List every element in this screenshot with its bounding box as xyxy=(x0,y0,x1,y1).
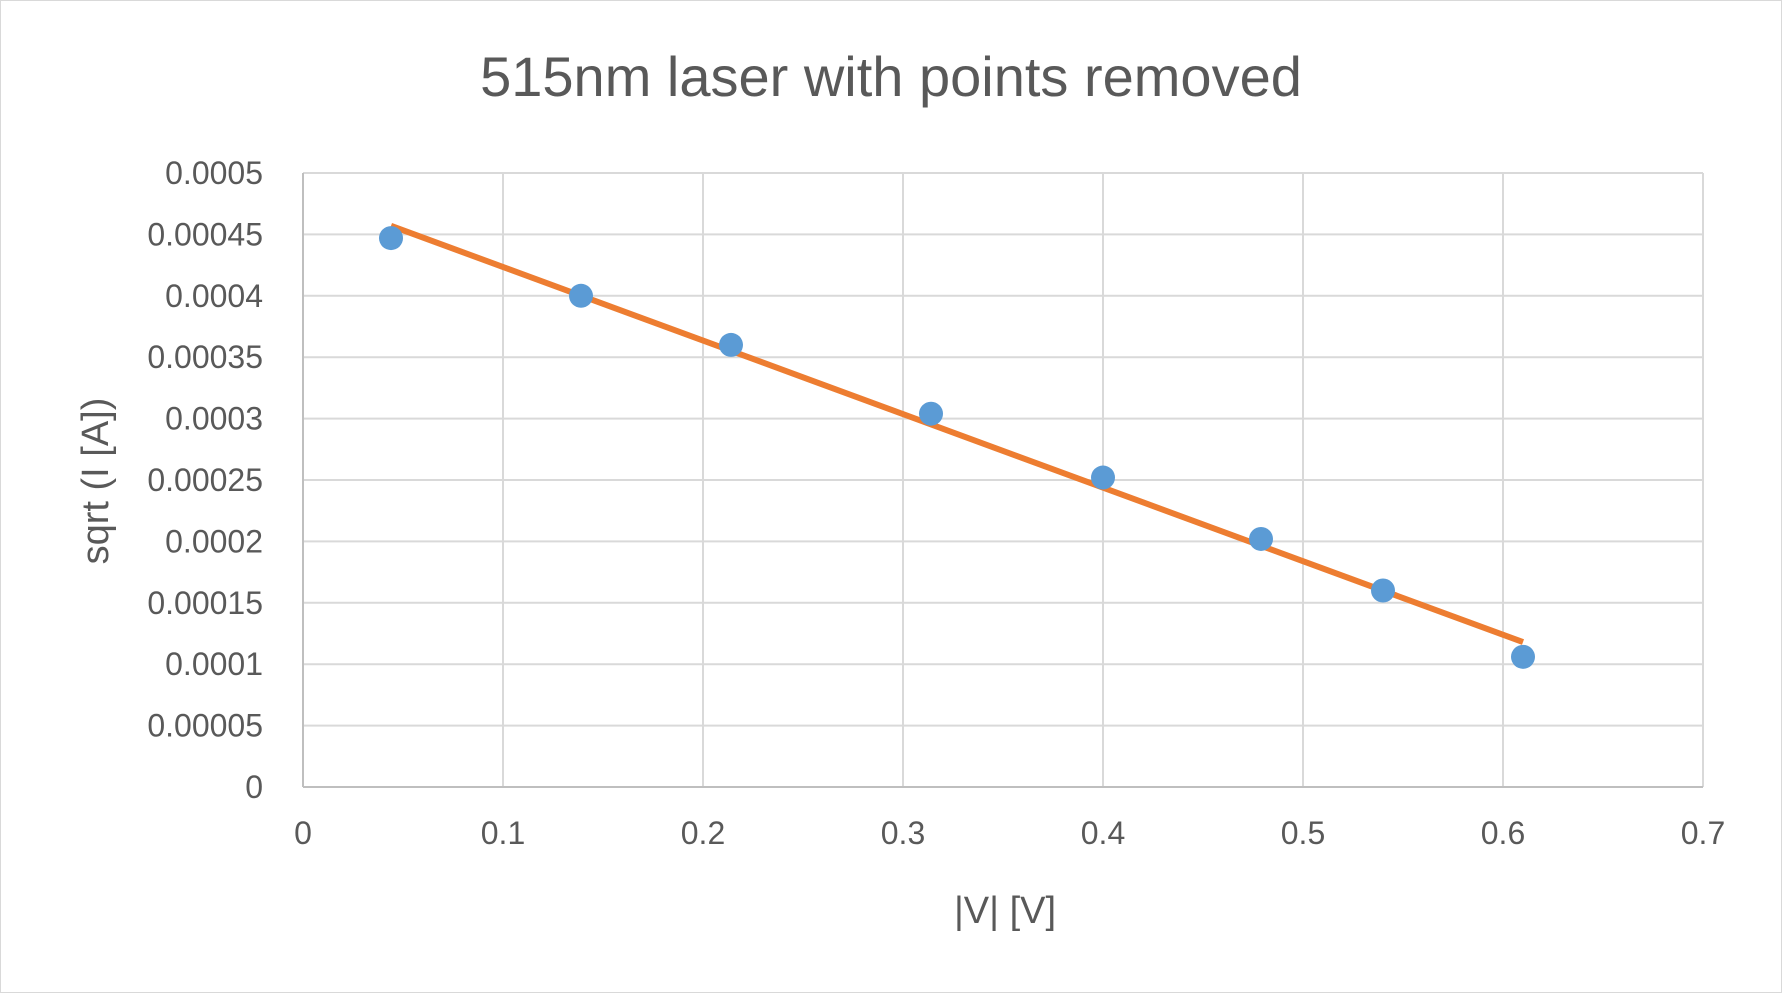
x-tick-label: 0.6 xyxy=(1481,815,1525,851)
data-point xyxy=(1091,465,1115,490)
data-point xyxy=(1371,578,1395,603)
y-tick-label: 0.0002 xyxy=(165,523,263,559)
tick-labels: 0 0.00005 0.0001 0.00015 0.0002 0.00025 0.0003… xyxy=(147,155,1725,851)
x-tick-label: 0.1 xyxy=(481,815,525,851)
x-tick-label: 0.5 xyxy=(1281,815,1325,851)
y-tick-label: 0.00025 xyxy=(147,462,263,498)
y-tick-label: 0.00035 xyxy=(147,339,263,375)
x-axis-title: |V| [V] xyxy=(954,890,1056,932)
y-tick-label: 0.0005 xyxy=(165,155,263,191)
x-tick-label: 0.7 xyxy=(1681,815,1725,851)
x-tick-label: 0.4 xyxy=(1081,815,1125,851)
y-tick-label: 0.00005 xyxy=(147,708,263,744)
y-tick-label: 0.00015 xyxy=(147,585,263,621)
data-point xyxy=(1249,526,1273,551)
x-tick-label: 0 xyxy=(294,815,312,851)
y-tick-label: 0.0001 xyxy=(165,646,263,682)
y-tick-label: 0 xyxy=(245,769,263,805)
data-point xyxy=(719,332,743,357)
data-points xyxy=(379,226,1535,669)
data-point xyxy=(569,283,593,308)
trendline xyxy=(389,222,1525,645)
gridlines xyxy=(303,172,1704,787)
axes xyxy=(302,173,1703,788)
data-point xyxy=(379,226,403,251)
y-tick-label: 0.0004 xyxy=(165,278,263,314)
y-tick-label: 0.0003 xyxy=(165,401,263,437)
data-point xyxy=(919,401,943,426)
y-tick-label: 0.00045 xyxy=(147,216,263,252)
y-axis-title: sqrt (I [A]) xyxy=(75,398,117,565)
x-tick-label: 0.2 xyxy=(681,815,725,851)
x-tick-label: 0.3 xyxy=(881,815,925,851)
chart-title: 515nm laser with points removed xyxy=(480,45,1302,108)
data-point xyxy=(1511,644,1535,669)
trendline-layer xyxy=(389,222,1525,645)
